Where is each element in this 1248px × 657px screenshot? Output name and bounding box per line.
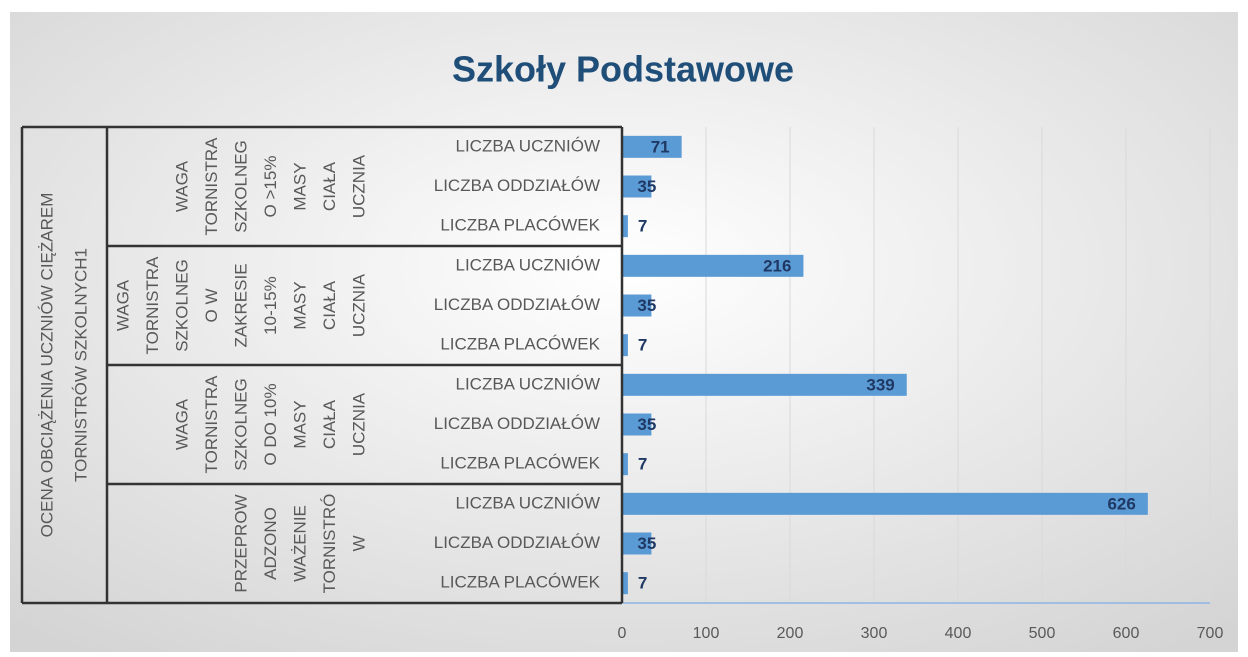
- bar: [622, 413, 652, 436]
- x-tick-label: 600: [1113, 625, 1140, 642]
- bar: [622, 373, 907, 396]
- category-label: LICZBA PLACÓWEK: [440, 216, 600, 235]
- group-label: SZKOLNEG: [172, 259, 191, 352]
- category-label: LICZBA UCZNIÓW: [455, 255, 600, 274]
- x-tick-label: 700: [1197, 625, 1224, 642]
- group-label: 10-15%: [261, 276, 280, 335]
- group-label: O W: [202, 289, 221, 323]
- category-label: LICZBA ODDZIAŁÓW: [434, 414, 600, 433]
- x-tick-label: 500: [1029, 625, 1056, 642]
- bar: [622, 453, 628, 476]
- group-label: O >15%: [261, 156, 280, 218]
- group-label: CIAŁA: [320, 161, 339, 211]
- data-label: 216: [763, 256, 791, 275]
- data-label: 626: [1107, 494, 1135, 513]
- group-label: TORNISTRÓ: [320, 494, 339, 594]
- group-label: MASY: [290, 281, 309, 329]
- group-label: SZKOLNEG: [231, 140, 250, 233]
- data-label: 7: [638, 217, 647, 236]
- category-label: LICZBA PLACÓWEK: [440, 454, 600, 473]
- x-tick-label: 300: [861, 625, 888, 642]
- group-label: UCZNIA: [349, 392, 368, 456]
- group-label: ADZONO: [261, 507, 280, 580]
- group-label: WAGA: [113, 279, 132, 331]
- data-label: 71: [651, 137, 670, 156]
- group-label: TORNISTRA: [202, 137, 221, 236]
- category-label: LICZBA ODDZIAŁÓW: [434, 176, 600, 195]
- bar: [622, 334, 628, 357]
- x-tick-label: 400: [945, 625, 972, 642]
- group-label: TORNISTRA: [202, 375, 221, 474]
- group-label: MASY: [290, 400, 309, 448]
- chart-area: [10, 12, 1238, 652]
- category-label: LICZBA ODDZIAŁÓW: [434, 295, 600, 314]
- group-label: UCZNIA: [349, 154, 368, 218]
- group-label: SZKOLNEG: [231, 378, 250, 471]
- bar: [622, 254, 804, 277]
- group-label: TORNISTRA: [143, 256, 162, 355]
- bar: [622, 175, 652, 198]
- group-label: CIAŁA: [320, 399, 339, 449]
- data-label: 7: [638, 574, 647, 593]
- bar: [622, 532, 652, 555]
- x-tick-label: 200: [777, 625, 804, 642]
- data-label: 7: [638, 336, 647, 355]
- category-label: LICZBA UCZNIÓW: [455, 493, 600, 512]
- x-tick-label: 0: [618, 625, 627, 642]
- data-label: 339: [866, 375, 894, 394]
- bar: [622, 215, 628, 238]
- group-label: UCZNIA: [349, 273, 368, 337]
- group-label: CIAŁA: [320, 280, 339, 330]
- x-tick-label: 100: [693, 625, 720, 642]
- bar: [622, 135, 682, 158]
- group-label: WAŻENIE: [290, 505, 309, 582]
- data-label: 35: [637, 415, 656, 434]
- chart-title: Szkoły Podstawowe: [452, 49, 794, 90]
- category-label: LICZBA PLACÓWEK: [440, 335, 600, 354]
- category-label: LICZBA PLACÓWEK: [440, 573, 600, 592]
- group-label: WAGA: [172, 160, 191, 212]
- data-label: 35: [637, 177, 656, 196]
- outer-label: TORNISTRÓW SZKOLNYCH1: [71, 248, 90, 482]
- group-label: ZAKRESIE: [231, 263, 250, 347]
- outer-label: OCENA OBCIĄŻENIA UCZNIÓW CIĘŻAREM: [37, 193, 56, 538]
- category-label: LICZBA UCZNIÓW: [455, 136, 600, 155]
- group-label: MASY: [290, 162, 309, 210]
- data-label: 35: [637, 534, 656, 553]
- bar: [622, 492, 1148, 515]
- bar: [622, 572, 628, 595]
- group-label: W: [349, 535, 368, 551]
- group-label: PRZEPROW: [231, 494, 250, 592]
- group-label: WAGA: [172, 398, 191, 450]
- data-label: 7: [638, 455, 647, 474]
- category-label: LICZBA ODDZIAŁÓW: [434, 533, 600, 552]
- group-label: O DO 10%: [261, 383, 280, 465]
- bar: [622, 294, 652, 317]
- data-label: 35: [637, 296, 656, 315]
- category-label: LICZBA UCZNIÓW: [455, 374, 600, 393]
